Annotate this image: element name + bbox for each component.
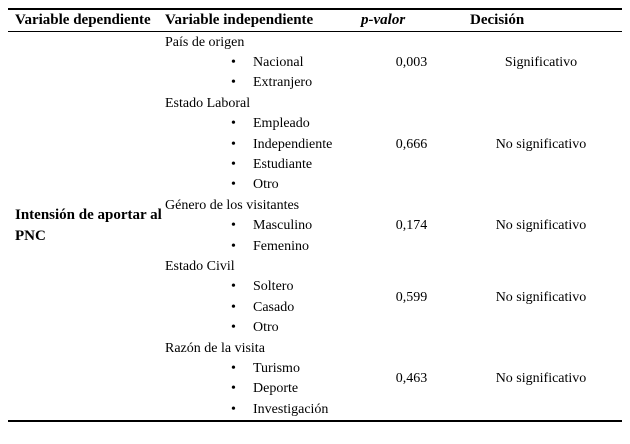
- category-item: Turismo: [165, 359, 355, 380]
- table-body: Intensión de aportar al PNC País de orig…: [8, 32, 622, 423]
- table-row: Género de los visitantes MasculinoFemeni…: [165, 196, 622, 258]
- independent-variable-title: País de origen: [165, 34, 245, 50]
- category-item: Extranjero: [165, 73, 355, 94]
- category-item: Soltero: [165, 277, 355, 298]
- independent-variable-cell: País de origen NacionalExtranjero: [165, 33, 355, 95]
- category-item: Empleado: [165, 114, 355, 135]
- independent-variable-title: Estado Civil: [165, 258, 235, 274]
- independent-variable-cell: Estado Laboral EmpleadoIndependienteEstu…: [165, 94, 355, 196]
- table-row: Razón de la visita TurismoDeporteInvesti…: [165, 339, 622, 421]
- p-value: 0,174: [395, 218, 428, 234]
- dependent-variable-label: Intensión de aportar al PNC: [15, 207, 162, 245]
- table-row: Estado Civil SolteroCasadoOtro 0,599 No …: [165, 257, 622, 339]
- category-list: EmpleadoIndependienteEstudianteOtro: [165, 114, 355, 196]
- table-row: País de origen NacionalExtranjero 0,003 …: [165, 33, 622, 95]
- category-item: Investigación: [165, 400, 355, 421]
- category-item: Casado: [165, 298, 355, 319]
- category-item: Otro: [165, 318, 355, 339]
- independent-variable-cell: Razón de la visita TurismoDeporteInvesti…: [165, 339, 355, 421]
- category-item: Femenino: [165, 237, 355, 258]
- category-list: MasculinoFemenino: [165, 216, 355, 257]
- category-list: TurismoDeporteInvestigación: [165, 359, 355, 421]
- dependent-variable-cell: Intensión de aportar al PNC: [8, 33, 165, 421]
- header-variable-dependiente: Variable dependiente: [15, 12, 151, 28]
- p-value: 0,463: [395, 371, 428, 387]
- independent-variable-title: Estado Laboral: [165, 95, 251, 111]
- category-item: Masculino: [165, 216, 355, 237]
- independent-variable-cell: Estado Civil SolteroCasadoOtro: [165, 257, 355, 339]
- header-variable-independiente: Variable independiente: [165, 12, 314, 28]
- p-value: 0,599: [395, 289, 428, 305]
- independent-variable-groups: País de origen NacionalExtranjero 0,003 …: [165, 33, 622, 421]
- independent-variable-cell: Género de los visitantes MasculinoFemeni…: [165, 196, 355, 258]
- category-item: Independiente: [165, 135, 355, 156]
- table-header-row: Variable dependiente Variable independie…: [8, 8, 622, 32]
- table-row: Estado Laboral EmpleadoIndependienteEstu…: [165, 94, 622, 196]
- category-item: Estudiante: [165, 155, 355, 176]
- p-value: 0,003: [395, 54, 428, 70]
- decision-value: No significativo: [495, 218, 587, 234]
- category-list: SolteroCasadoOtro: [165, 277, 355, 339]
- decision-value: No significativo: [495, 289, 587, 305]
- decision-value: No significativo: [495, 136, 587, 152]
- independent-variable-title: Género de los visitantes: [165, 197, 300, 213]
- category-item: Nacional: [165, 53, 355, 74]
- category-list: NacionalExtranjero: [165, 53, 355, 94]
- results-table: Variable dependiente Variable independie…: [8, 8, 622, 423]
- independent-variable-title: Razón de la visita: [165, 340, 265, 356]
- category-item: Deporte: [165, 379, 355, 400]
- header-decision: Decisión: [470, 12, 525, 28]
- decision-value: Significativo: [504, 54, 578, 70]
- category-item: Otro: [165, 175, 355, 196]
- p-value: 0,666: [395, 136, 428, 152]
- header-p-valor: p-valor: [361, 12, 406, 28]
- decision-value: No significativo: [495, 371, 587, 387]
